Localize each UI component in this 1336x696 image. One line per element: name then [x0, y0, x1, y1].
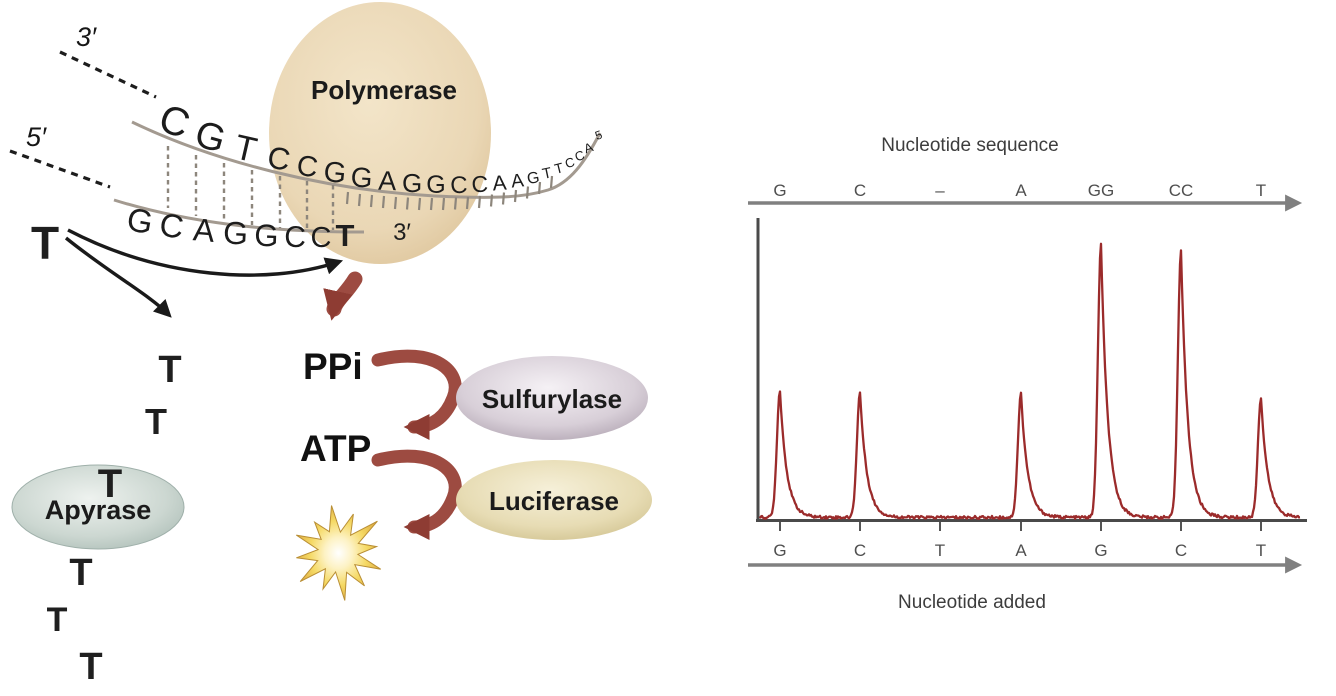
template-3prime-label: 3′: [76, 22, 97, 52]
primer-sequence-letter: G: [254, 218, 279, 254]
nucleotide-added-label: G: [773, 541, 786, 560]
sulfurylase-reaction-arrow: [371, 349, 462, 440]
luciferase-reaction-arrow: [371, 449, 462, 540]
sequence-read-label: G: [773, 181, 786, 200]
template-sequence-letter: C: [450, 172, 468, 199]
chart-x-axis-title: Nucleotide added: [898, 592, 1046, 613]
x-axis-ticks: [779, 522, 1262, 531]
sulfurylase-label: Sulfurylase: [482, 384, 622, 414]
template-sequence-letter: T: [541, 164, 554, 183]
chart-title: Nucleotide sequence: [881, 135, 1058, 156]
luciferase-label: Luciferase: [489, 486, 619, 516]
primer-sequence-letter: C: [311, 222, 332, 254]
template-sequence-letter: C: [471, 171, 489, 198]
template-sequence-letter: A: [492, 172, 508, 196]
sequence-read-label: GG: [1088, 181, 1114, 200]
light-burst-icon: [296, 505, 381, 601]
released-nucleotide-T-2: T: [145, 401, 167, 442]
apyrase-enzyme-blob: [11, 464, 185, 550]
sequence-read-label: –: [935, 181, 945, 200]
template-sequence-letter: G: [526, 169, 541, 188]
released-nucleotide-T-1: T: [158, 349, 181, 391]
sequence-read-label: CC: [1169, 181, 1194, 200]
ppi-label: PPi: [303, 346, 363, 387]
base-pair-rungs: [166, 146, 335, 230]
template-sequence-letter: T: [553, 159, 566, 177]
pyrogram-chart: Nucleotide sequence G C – A GG CC T G C …: [748, 135, 1307, 613]
atp-label: ATP: [300, 428, 371, 469]
template-sequence-letter: G: [426, 171, 445, 199]
fading-nucleotide-T-2: T: [47, 601, 68, 639]
primer-strand-backbone: [113, 198, 365, 234]
fading-nucleotide-T-3: T: [79, 646, 102, 688]
template-strand-backbone: [131, 120, 602, 199]
template-sequence-letter: G: [402, 168, 423, 198]
primer-sequence-letter: C: [284, 221, 306, 254]
template-sequence-letter: G: [350, 161, 374, 193]
template-3prime-dashed-line: [59, 50, 157, 99]
template-sequence-letter: C: [563, 154, 576, 171]
apyrase-label: Apyrase: [45, 495, 152, 525]
free-nucleotide-T: T: [31, 217, 59, 269]
template-sequence-letter: A: [510, 170, 525, 192]
template-sequence-letter: G: [322, 156, 348, 190]
template-5prime-end-label: 5: [593, 127, 604, 143]
luciferase-enzyme-blob: [456, 460, 652, 540]
template-sequence-letter: C: [153, 96, 195, 147]
ppi-release-arrow: [323, 271, 363, 321]
primer-sequence-letter: A: [192, 211, 217, 249]
template-sequence-letter: G: [190, 113, 230, 162]
template-sequence-letter: C: [573, 147, 587, 164]
template-sequence-letter: T: [231, 127, 261, 170]
nucleotide-added-label: C: [1175, 541, 1187, 560]
template-sequence-letter: C: [295, 150, 320, 185]
incorporation-arrow: [67, 228, 344, 277]
nucleotide-added-label: T: [935, 541, 945, 560]
pyrogram-trace: [758, 242, 1301, 520]
template-sequence-letter: A: [378, 166, 397, 197]
primer-sequence-letter: G: [124, 200, 156, 241]
primer-3prime-label: 3′: [393, 219, 411, 246]
nucleotide-added-label: A: [1015, 541, 1027, 560]
sequence-read-label: T: [1256, 181, 1266, 200]
polymerase-enzyme-blob: [269, 2, 491, 264]
primer-5prime-dashed-line: [9, 149, 111, 189]
incorporated-nucleotide-T: T: [336, 218, 355, 253]
nucleotide-added-label: G: [1094, 541, 1107, 560]
nucleotide-added-label: C: [854, 541, 866, 560]
fading-nucleotide-T-1: T: [69, 552, 92, 594]
sequence-read-label: C: [854, 181, 866, 200]
sulfurylase-enzyme-blob: [456, 356, 648, 440]
unpaired-template-ticks: [345, 175, 554, 211]
primer-sequence-letter: G: [222, 214, 249, 251]
nucleotide-added-label: T: [1256, 541, 1266, 560]
primer-5prime-label: 5′: [26, 122, 47, 152]
unused-nucleotide-arrow: [64, 236, 172, 318]
apyrase-nucleotide-T: T: [98, 462, 122, 506]
polymerase-label: Polymerase: [311, 75, 457, 105]
sequence-read-label: A: [1015, 181, 1027, 200]
primer-sequence-letter: C: [157, 206, 186, 246]
